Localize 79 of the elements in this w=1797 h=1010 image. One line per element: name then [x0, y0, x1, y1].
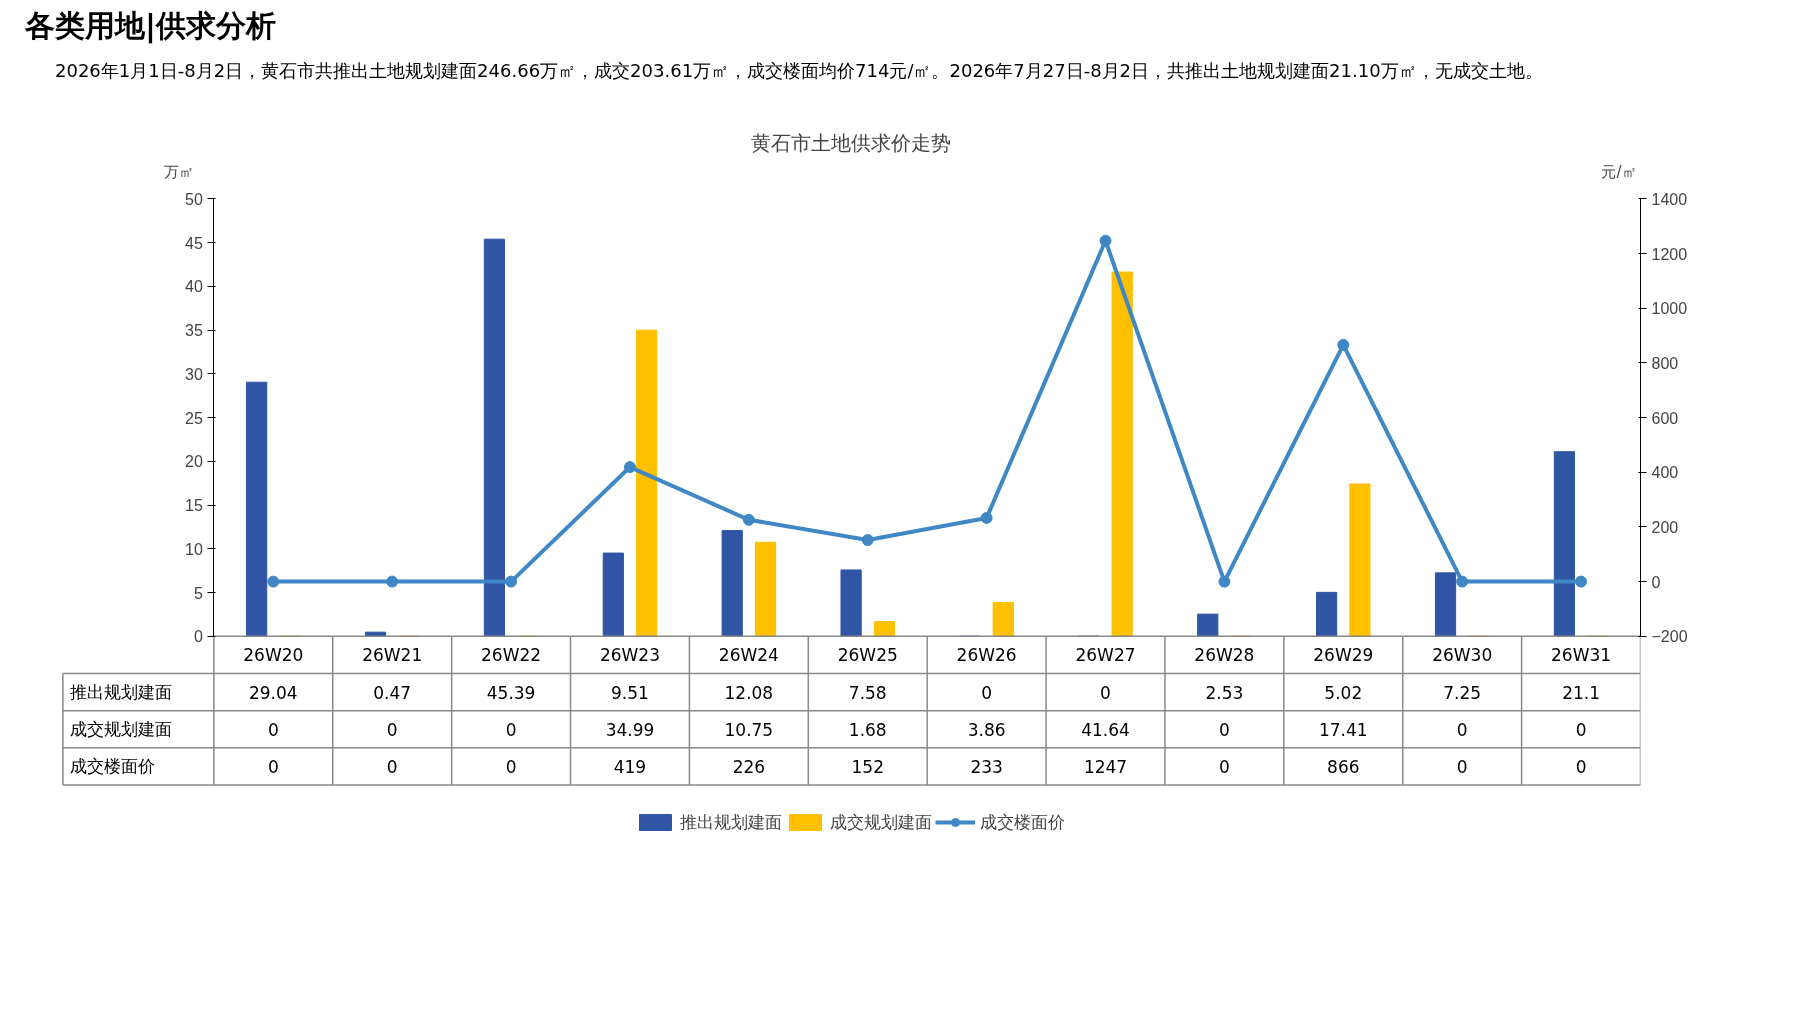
data-label: 0 — [1100, 682, 1111, 703]
text: 2026年1月1日-8月2日，黄石市共推出土地规划建面246.66万㎡，成交203.61万㎡，成交楼面均价714元/㎡。2026年7月27日-8月2日，共推出土地规划建面21.10万㎡，无成交土地。 — [55, 58, 1543, 83]
data-label: 7.58 — [848, 682, 887, 703]
data-label: 7.25 — [1443, 682, 1482, 703]
data-label: 0 — [505, 756, 517, 777]
text: 各类用地|供求分析 — [25, 7, 276, 46]
y-tick-label: 20 — [185, 452, 203, 470]
data-label: 5.02 — [1324, 682, 1363, 703]
data-label: 0 — [505, 719, 517, 740]
data-label: 0 — [267, 756, 279, 777]
x-tick-label: 26W21 — [362, 644, 423, 665]
y2-tick-label: 1000 — [1651, 299, 1688, 317]
data-label: 21.1 — [1562, 682, 1600, 703]
x-tick-label: 26W27 — [1075, 644, 1136, 665]
data-label: 0 — [267, 719, 279, 740]
data-label: 233 — [970, 756, 1003, 777]
data-label: 3.86 — [967, 719, 1006, 740]
y-tick-label: 0 — [193, 627, 203, 645]
data-label: 41.64 — [1081, 719, 1130, 740]
data-label: 0 — [1575, 756, 1587, 777]
data-label: 0 — [981, 682, 993, 703]
y2-tick-label: 600 — [1651, 409, 1679, 427]
x-tick-label: 26W25 — [837, 644, 898, 665]
x-tick-label: 26W30 — [1432, 644, 1493, 665]
data-label: 9.51 — [611, 682, 649, 703]
y2-axis-title: 元/㎡ — [1601, 162, 1637, 181]
text: 成交规划建面 — [70, 718, 173, 739]
data-label: 29.04 — [248, 682, 298, 703]
y-tick-label: 10 — [185, 540, 203, 558]
data-label: 152 — [851, 756, 884, 777]
x-tick-label: 26W24 — [718, 644, 779, 665]
data-label: 0 — [1456, 719, 1468, 740]
y2-tick-label: 1400 — [1651, 190, 1688, 208]
data-label: 17.41 — [1318, 719, 1368, 740]
data-label: 10.75 — [724, 719, 774, 740]
y2-tick-label: 0 — [1651, 573, 1661, 591]
y-tick-label: 25 — [185, 409, 203, 427]
y2-tick-label: 200 — [1651, 518, 1679, 536]
data-label: 0 — [1218, 756, 1230, 777]
data-label: 0 — [1218, 719, 1230, 740]
data-label: 1.68 — [848, 719, 887, 740]
data-label: 226 — [732, 756, 766, 777]
data-label: 1247 — [1083, 756, 1128, 777]
legend-label: 成交楼面价 — [980, 810, 1065, 834]
legend-label: 成交规划建面 — [830, 810, 932, 834]
x-tick-label: 26W29 — [1313, 644, 1374, 665]
data-label: 34.99 — [605, 719, 655, 740]
data-label: 45.39 — [486, 682, 536, 703]
text: 推出规划建面 — [70, 681, 173, 702]
data-label: 0 — [1456, 756, 1468, 777]
y2-tick-label: 1200 — [1651, 245, 1688, 263]
data-label: 2.53 — [1205, 682, 1244, 703]
data-label: 0 — [386, 756, 398, 777]
y-tick-label: 15 — [185, 496, 203, 514]
data-label: 419 — [613, 756, 647, 777]
y-tick-label: 45 — [185, 234, 203, 252]
y-tick-label: 40 — [185, 277, 203, 295]
data-label: 12.08 — [724, 682, 774, 703]
y-tick-label: 50 — [185, 190, 203, 208]
data-label: 0 — [386, 719, 398, 740]
x-tick-label: 26W22 — [481, 644, 542, 665]
y-tick-label: 35 — [185, 321, 203, 339]
y-tick-label: 5 — [193, 584, 203, 602]
y2-tick-label: 400 — [1651, 463, 1679, 481]
y2-tick-label: −200 — [1651, 627, 1688, 645]
x-tick-label: 26W26 — [956, 644, 1017, 665]
x-tick-label: 26W28 — [1194, 644, 1255, 665]
legend-label: 推出规划建面 — [680, 810, 782, 834]
text: 成交楼面价 — [70, 755, 156, 776]
y-axis-title: 万㎡ — [163, 162, 194, 181]
x-tick-label: 26W23 — [599, 644, 661, 665]
y2-tick-label: 800 — [1651, 354, 1679, 372]
data-label: 0.47 — [373, 682, 412, 703]
y-tick-label: 30 — [185, 365, 203, 383]
chart-title: 黄石市土地供求价走势 — [750, 130, 951, 155]
x-tick-label: 26W20 — [243, 644, 304, 665]
data-label: 0 — [1575, 719, 1587, 740]
x-tick-label: 26W31 — [1551, 644, 1612, 665]
data-label: 866 — [1327, 756, 1360, 777]
